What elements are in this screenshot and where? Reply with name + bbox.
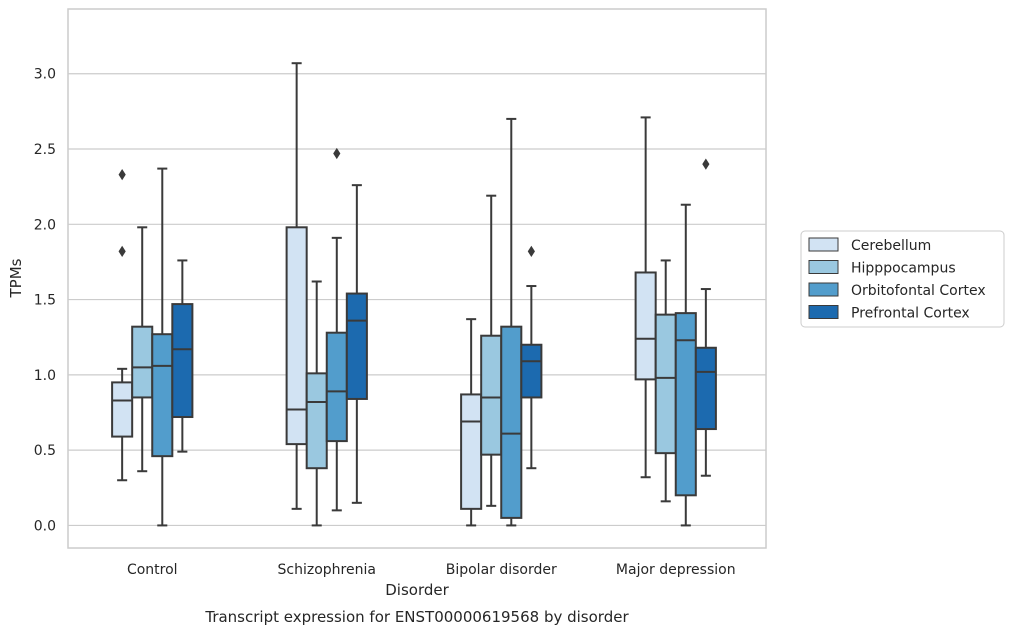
y-tick-label: 1.5 [34, 293, 56, 309]
y-tick-label: 0.5 [34, 443, 56, 459]
x-tick-label: Major depression [616, 562, 736, 578]
outlier-point [702, 158, 710, 170]
box-prefrontal-cortex-2 [520, 245, 543, 470]
outlier-point [118, 168, 126, 181]
legend-swatch [808, 260, 839, 274]
plot-background [68, 9, 766, 548]
box-hipppocampus-0 [131, 226, 154, 473]
box-hipppocampus-2 [480, 194, 503, 507]
legend-swatch [808, 282, 839, 297]
x-tick-label: Schizophrenia [278, 562, 376, 578]
y-tick-label: 3.0 [34, 67, 56, 83]
box-cerebellum-1 [285, 62, 308, 510]
legend-label: Cerebellum [851, 238, 931, 254]
iqr-box [285, 226, 308, 446]
iqr-box [654, 313, 677, 455]
y-tick-labels: 0.0 0.5 1.0 1.5 2.0 2.5 3.0 [34, 67, 56, 535]
chart-caption: Transcript expression for ENST0000061956… [204, 608, 629, 626]
legend-frame [800, 230, 1005, 328]
x-tick-labels: Control Schizophrenia Bipolar disorder Majo… [127, 562, 736, 578]
y-tick-label: 2.5 [34, 142, 56, 158]
iqr-box [480, 334, 503, 456]
box-orbitofontal-cortex-0 [151, 167, 174, 527]
outlier-point [118, 245, 126, 258]
box-prefrontal-cortex-0 [171, 259, 194, 453]
y-tick-label: 0.0 [34, 518, 56, 534]
outlier-point [527, 245, 535, 258]
iqr-box [500, 325, 523, 519]
y-tick-label: 2.0 [34, 217, 56, 233]
box-prefrontal-cortex-3 [694, 158, 717, 477]
legend-swatch [808, 305, 839, 319]
legend-label: Orbitofontal Cortex [851, 283, 986, 299]
box-orbitofontal-cortex-1 [325, 147, 348, 512]
iqr-box [325, 331, 348, 443]
outlier-point [333, 147, 341, 160]
x-axis-title: Disorder [385, 581, 449, 599]
boxes-layer [111, 62, 717, 527]
x-tick-label: Control [127, 562, 178, 578]
iqr-box [131, 325, 154, 399]
box-cerebellum-0 [111, 168, 134, 482]
iqr-box [345, 292, 368, 400]
y-axis-title: TPMs [7, 258, 25, 298]
legend: Cerebellum Hipppocampus Orbitofontal Corte… [800, 230, 1005, 328]
iqr-box [460, 393, 483, 510]
legend-label: Prefrontal Cortex [851, 306, 970, 322]
box-orbitofontal-cortex-2 [500, 117, 523, 527]
iqr-box [634, 271, 657, 381]
legend-label: Hipppocampus [851, 261, 956, 277]
iqr-box [111, 381, 134, 438]
x-tick-label: Bipolar disorder [446, 562, 557, 578]
y-tick-label: 1.0 [34, 368, 56, 384]
iqr-box [151, 333, 174, 458]
plot-frame [67, 8, 767, 549]
iqr-box [520, 343, 543, 399]
box-prefrontal-cortex-1 [345, 184, 368, 504]
iqr-box [305, 372, 328, 470]
box-cerebellum-3 [634, 116, 657, 479]
iqr-box [694, 346, 717, 431]
legend-swatch [808, 237, 839, 252]
iqr-box [171, 303, 194, 419]
